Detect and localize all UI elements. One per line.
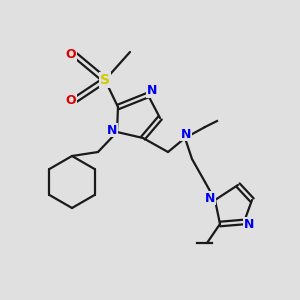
Text: O: O	[66, 94, 76, 106]
Text: O: O	[66, 49, 76, 62]
Text: N: N	[107, 124, 117, 136]
Text: N: N	[147, 85, 157, 98]
Text: S: S	[100, 73, 110, 87]
Text: N: N	[181, 128, 191, 140]
Text: N: N	[244, 218, 254, 230]
Text: N: N	[205, 191, 215, 205]
